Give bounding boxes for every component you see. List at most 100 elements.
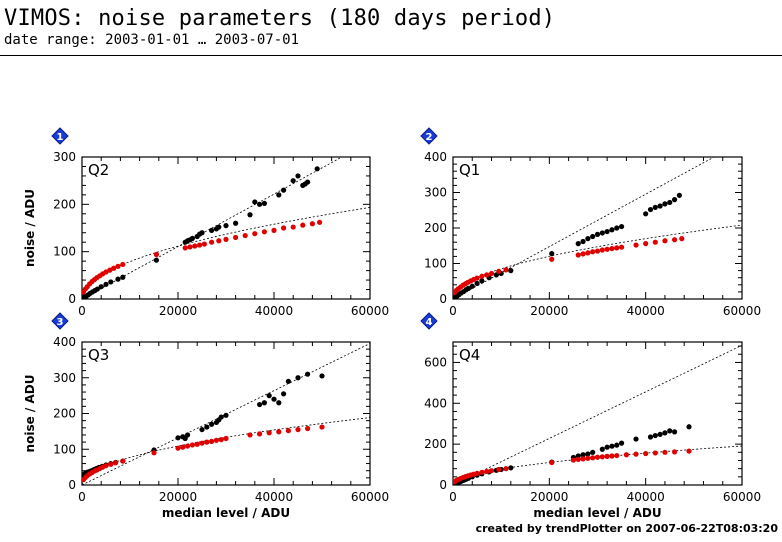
- black-data-point: [199, 426, 205, 433]
- black-data-point: [189, 235, 195, 242]
- black-data-point: [257, 201, 263, 207]
- black-data-point: [599, 230, 605, 236]
- red-data-point: [575, 252, 581, 258]
- fit-curves: [82, 157, 370, 299]
- y-axis-label: noise / ADU: [23, 189, 37, 267]
- black-data-point: [614, 442, 620, 448]
- data-points: [82, 371, 325, 483]
- black-data-point: [266, 393, 272, 399]
- red-data-point: [290, 224, 296, 230]
- red-data-point: [197, 242, 203, 248]
- red-data-point: [652, 450, 658, 456]
- red-data-point: [585, 250, 591, 256]
- black-data-point: [633, 436, 639, 442]
- black-data-point: [204, 424, 210, 430]
- red-data-point: [599, 247, 605, 253]
- black-data-point: [549, 250, 555, 257]
- y-tick-label: 400: [424, 396, 447, 410]
- red-data-point: [111, 265, 117, 271]
- black-data-point: [223, 223, 229, 229]
- red-data-point: [252, 231, 258, 237]
- red-data-point: [189, 442, 195, 448]
- diamond-icon: [51, 312, 69, 330]
- diamond-icon: [420, 127, 438, 145]
- header-divider: [0, 55, 782, 56]
- red-data-point: [300, 222, 306, 228]
- black-data-point: [585, 451, 591, 457]
- sqrt-fit-curve: [82, 207, 370, 299]
- red-data-point: [194, 441, 200, 447]
- red-data-point: [633, 451, 639, 457]
- date-range-subtitle: date range: 2003-01-01 … 2003-07-01: [4, 32, 300, 48]
- black-data-point: [667, 199, 673, 206]
- black-data-point: [594, 231, 601, 237]
- red-data-point: [585, 455, 591, 461]
- black-data-point: [94, 286, 100, 292]
- x-tick-label: 60000: [723, 490, 761, 504]
- black-data-point: [305, 179, 311, 185]
- black-data-point: [218, 414, 224, 420]
- red-data-point: [108, 461, 114, 467]
- data-points: [453, 192, 685, 299]
- black-data-point: [609, 443, 615, 449]
- linear-fit-line: [453, 157, 715, 299]
- plot-frame: [81, 156, 371, 300]
- red-data-point: [192, 243, 198, 249]
- black-data-point: [108, 279, 114, 285]
- red-data-point: [652, 239, 658, 245]
- black-data-point: [115, 276, 121, 282]
- red-data-point: [204, 439, 210, 445]
- x-tick-label: 20000: [159, 304, 197, 318]
- x-tick-label: 40000: [627, 304, 665, 318]
- y-tick-label: 0: [439, 292, 447, 306]
- black-data-point: [590, 233, 596, 240]
- red-data-point: [474, 275, 480, 281]
- black-data-point: [575, 241, 581, 247]
- black-data-point: [185, 432, 191, 438]
- panel-number-marker: 2: [420, 127, 438, 145]
- red-data-point: [113, 460, 119, 466]
- black-data-point: [281, 187, 287, 193]
- red-data-point: [580, 251, 586, 257]
- red-data-point: [484, 468, 490, 475]
- diamond-icon: [51, 127, 69, 145]
- black-data-point: [479, 278, 485, 284]
- red-data-point: [604, 453, 610, 459]
- red-data-point: [180, 444, 186, 450]
- red-data-point: [295, 426, 301, 433]
- y-tick-label: 200: [424, 437, 447, 451]
- red-data-point: [223, 435, 229, 442]
- y-tick-label: 200: [424, 221, 447, 235]
- black-data-point: [667, 428, 673, 434]
- red-data-point: [175, 445, 181, 451]
- red-data-point: [115, 263, 121, 269]
- red-data-point: [223, 236, 229, 242]
- black-data-point: [580, 452, 586, 458]
- red-data-point: [209, 438, 215, 444]
- data-points: [82, 166, 323, 299]
- black-data-point: [647, 434, 654, 440]
- red-data-point: [488, 468, 495, 474]
- black-data-point: [98, 284, 104, 290]
- red-data-point: [247, 432, 253, 438]
- x-tick-label: 60000: [723, 304, 761, 318]
- fit-curves: [453, 157, 742, 299]
- red-data-point: [187, 244, 193, 250]
- x-axis-label: median level / ADU: [533, 506, 661, 520]
- red-data-point: [590, 455, 596, 461]
- panel-number: 2: [426, 132, 433, 143]
- x-tick-label: 0: [449, 490, 457, 504]
- red-data-point: [594, 248, 601, 254]
- black-data-point: [295, 173, 301, 179]
- red-data-point: [305, 425, 311, 432]
- red-data-point: [185, 443, 191, 449]
- black-data-point: [618, 440, 625, 446]
- x-tick-label: 20000: [159, 490, 197, 504]
- red-data-point: [209, 239, 215, 245]
- red-data-point: [590, 249, 596, 255]
- red-data-point: [662, 449, 668, 455]
- red-data-point: [643, 450, 649, 457]
- black-data-point: [290, 178, 296, 184]
- black-data-point: [609, 227, 615, 233]
